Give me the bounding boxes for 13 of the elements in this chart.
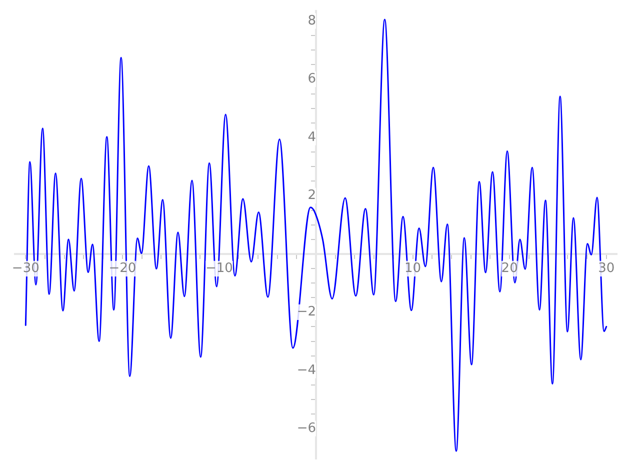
x-tick-label: 30 bbox=[598, 261, 615, 276]
y-tick-label: −6 bbox=[296, 421, 316, 436]
x-tick-label: 10 bbox=[404, 261, 422, 276]
y-tick-label: 4 bbox=[308, 130, 316, 145]
x-tick-label: 20 bbox=[501, 261, 518, 276]
y-tick-label: 8 bbox=[308, 13, 316, 28]
y-tick-label: 6 bbox=[308, 72, 316, 87]
x-tick-label: −20 bbox=[108, 261, 136, 276]
y-tick-label: −2 bbox=[296, 304, 316, 320]
x-tick-label: −30 bbox=[12, 261, 40, 276]
x-tick-label: −10 bbox=[205, 261, 233, 276]
y-tick-label: −4 bbox=[296, 362, 316, 378]
y-tick-label: 2 bbox=[308, 188, 316, 204]
